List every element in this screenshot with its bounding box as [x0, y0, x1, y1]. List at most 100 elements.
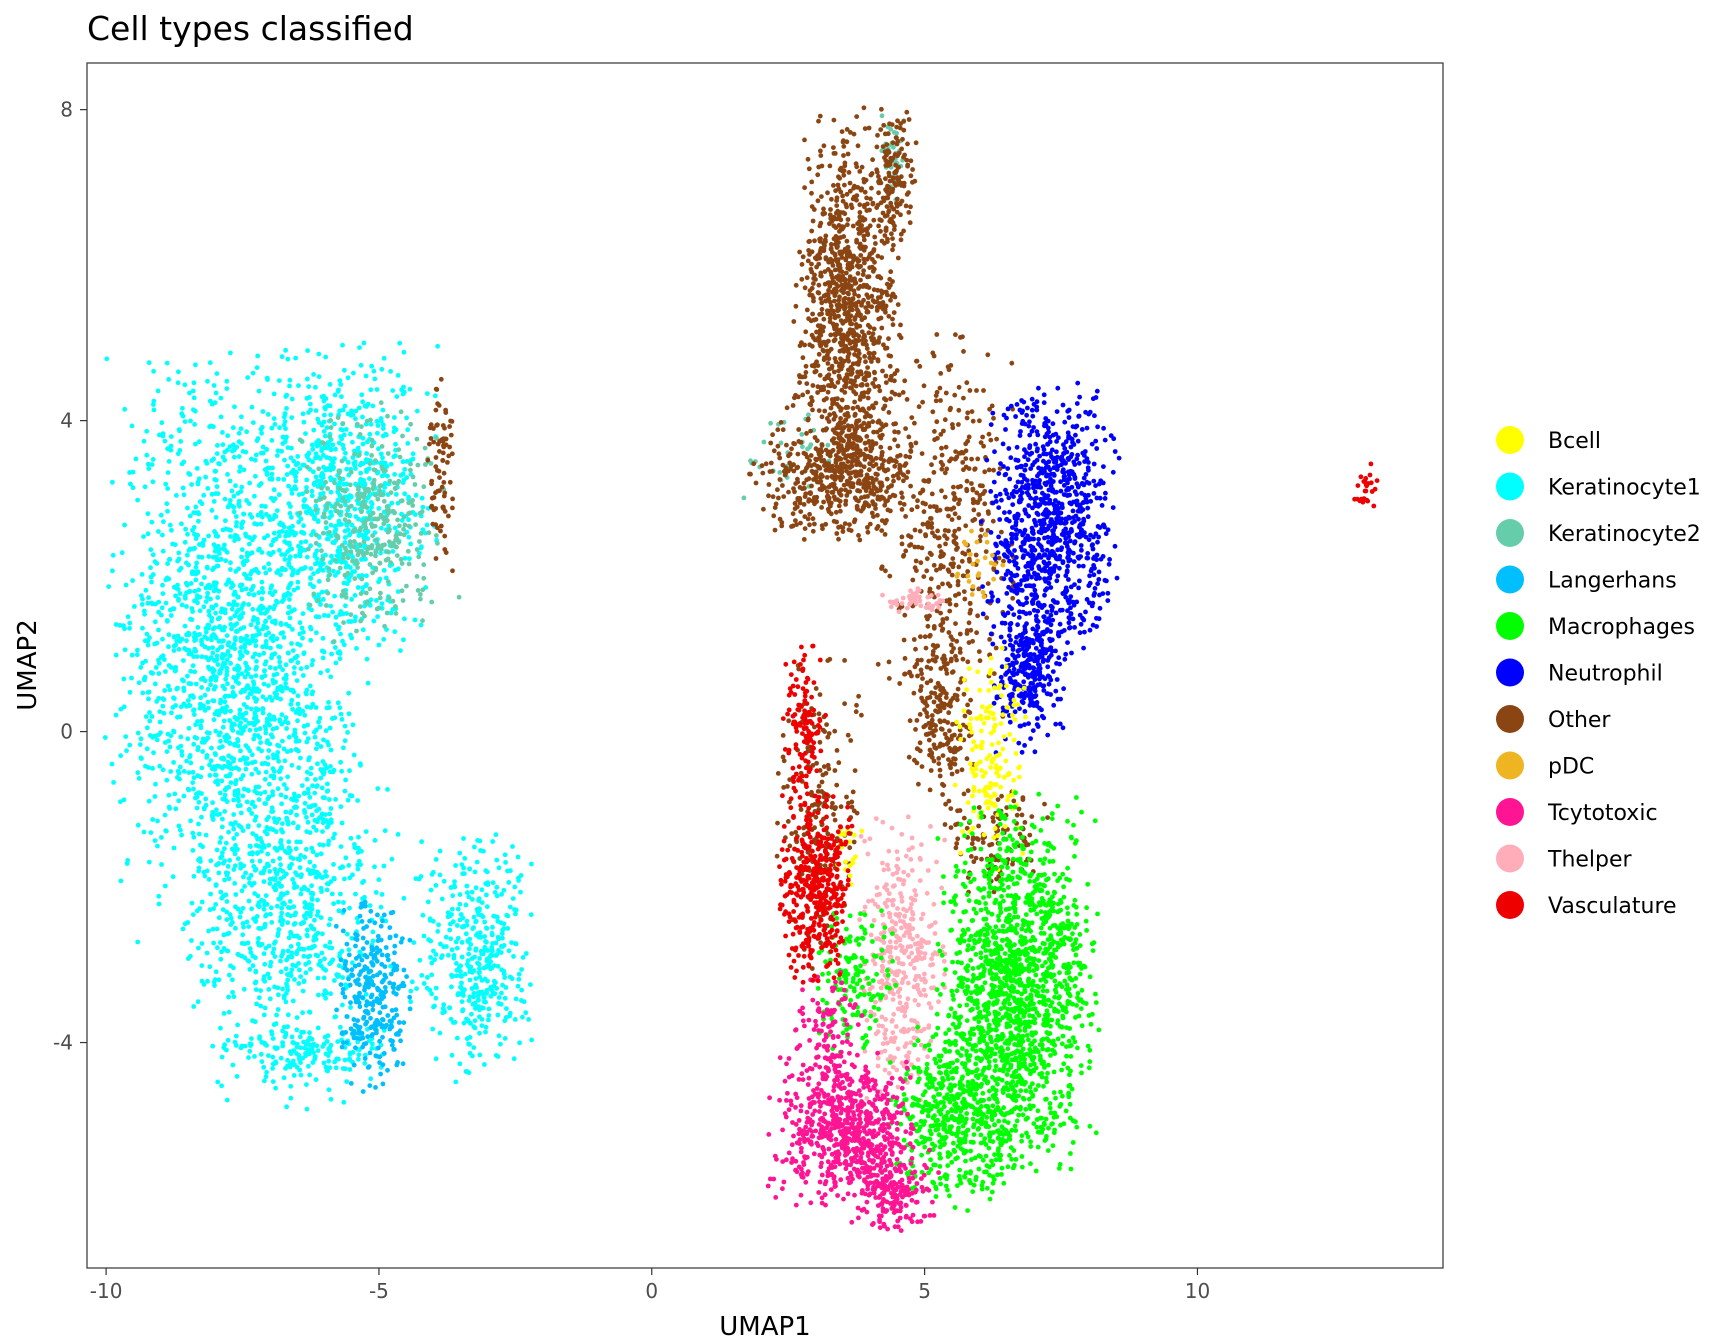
- data-point: [310, 584, 316, 589]
- data-point: [340, 342, 345, 348]
- data-point: [167, 522, 173, 528]
- data-point: [217, 708, 222, 714]
- data-point: [210, 650, 216, 656]
- data-point: [228, 915, 234, 921]
- data-point: [370, 973, 376, 979]
- data-point: [264, 447, 270, 452]
- data-point: [279, 801, 284, 807]
- data-point: [176, 598, 181, 603]
- data-point: [519, 987, 525, 993]
- data-point: [196, 439, 202, 445]
- data-point: [125, 614, 131, 620]
- data-point: [143, 714, 149, 719]
- data-point: [248, 844, 253, 849]
- data-point: [196, 518, 201, 524]
- data-point: [475, 997, 481, 1003]
- data-point: [392, 950, 397, 956]
- data-point: [343, 595, 349, 600]
- data-point: [156, 599, 162, 605]
- data-point: [377, 488, 382, 493]
- data-point: [275, 750, 281, 755]
- data-point: [239, 525, 245, 530]
- data-point: [123, 582, 129, 588]
- data-point: [344, 512, 350, 518]
- data-point: [188, 581, 194, 586]
- data-point: [268, 552, 273, 558]
- data-point: [267, 615, 272, 620]
- data-point: [275, 1007, 281, 1012]
- data-point: [190, 663, 196, 669]
- data-point: [206, 928, 212, 934]
- data-point: [443, 934, 449, 940]
- data-point: [261, 1064, 267, 1070]
- data-point: [262, 1005, 268, 1011]
- data-point: [297, 642, 303, 648]
- data-point: [233, 820, 238, 825]
- data-point: [356, 405, 362, 411]
- data-point: [146, 466, 152, 471]
- data-point: [315, 953, 321, 959]
- data-point: [210, 626, 216, 632]
- data-point: [375, 933, 381, 939]
- data-point: [272, 867, 278, 872]
- data-point: [379, 444, 385, 449]
- data-point: [342, 788, 348, 794]
- data-point: [476, 962, 482, 967]
- data-point: [194, 560, 200, 566]
- data-point: [384, 432, 389, 438]
- data-point: [330, 835, 336, 841]
- data-point: [368, 908, 374, 914]
- data-point: [254, 697, 260, 702]
- data-point: [277, 547, 282, 553]
- data-point: [389, 856, 395, 862]
- data-point: [162, 740, 168, 745]
- data-point: [428, 887, 434, 893]
- data-point: [493, 980, 498, 985]
- data-point: [228, 922, 234, 927]
- data-point: [887, 363, 893, 369]
- data-point: [445, 910, 451, 915]
- data-point: [207, 907, 213, 913]
- data-point: [368, 551, 374, 557]
- data-point: [252, 567, 257, 573]
- data-point: [290, 856, 296, 861]
- data-point: [388, 461, 394, 467]
- data-point: [328, 806, 334, 811]
- data-point: [191, 834, 197, 840]
- data-point: [816, 351, 822, 357]
- data-point: [283, 347, 288, 353]
- data-point: [279, 843, 284, 848]
- data-point: [253, 643, 259, 649]
- data-point: [368, 421, 374, 427]
- data-point: [313, 540, 319, 546]
- data-point: [494, 952, 500, 957]
- data-point: [337, 475, 343, 481]
- data-point: [370, 403, 376, 409]
- data-point: [261, 951, 267, 957]
- data-point: [245, 761, 251, 766]
- data-point: [219, 778, 225, 784]
- data-point: [203, 625, 209, 631]
- data-point: [288, 514, 294, 520]
- data-point: [111, 780, 116, 785]
- data-point: [895, 255, 901, 261]
- data-point: [224, 378, 230, 384]
- data-point: [355, 445, 361, 451]
- data-point: [256, 628, 261, 633]
- data-point: [255, 851, 260, 856]
- data-point: [790, 403, 796, 408]
- data-point: [336, 521, 342, 527]
- data-point: [222, 846, 227, 851]
- data-point: [360, 504, 366, 510]
- data-point: [237, 649, 243, 655]
- data-point: [135, 730, 141, 736]
- data-point: [218, 414, 224, 420]
- data-point: [247, 851, 253, 857]
- data-point: [378, 400, 384, 406]
- data-point: [295, 933, 300, 939]
- data-point: [396, 447, 402, 452]
- data-point: [391, 1047, 397, 1052]
- data-point: [290, 820, 296, 826]
- data-point: [463, 1069, 469, 1074]
- data-point: [379, 961, 385, 967]
